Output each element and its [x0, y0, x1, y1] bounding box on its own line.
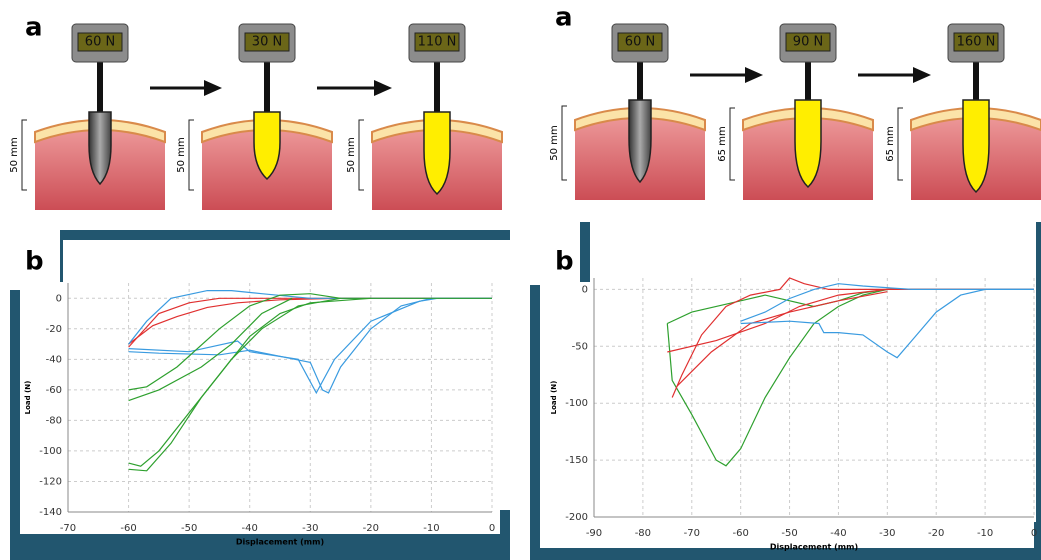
- gauge-display: [617, 32, 663, 52]
- data-line: [128, 297, 341, 472]
- data-line: [128, 293, 492, 391]
- y-tick-label: 0: [56, 293, 62, 304]
- panel-label: a: [555, 3, 573, 33]
- depth-bracket: [21, 119, 27, 191]
- x-tick-label: -20: [363, 523, 379, 534]
- gauge-display: [785, 32, 831, 52]
- fat-layer: [34, 119, 166, 144]
- depth-label: 50 mm: [176, 137, 187, 172]
- force-value: 60 N: [85, 35, 115, 50]
- force-value: 30 N: [252, 35, 282, 50]
- x-tick-label: -70: [60, 523, 76, 534]
- x-tick-label: -30: [302, 523, 318, 534]
- depth-label: 50 mm: [346, 137, 357, 172]
- y-tick-label: -20: [46, 324, 62, 335]
- arrow-head: [913, 67, 931, 83]
- y-tick-label: -200: [565, 512, 588, 523]
- gauge-display: [77, 32, 123, 52]
- y-tick-label: -100: [39, 446, 62, 457]
- depth-bracket: [188, 119, 194, 191]
- force-value: 110 N: [418, 35, 457, 50]
- y-tick-label: 0: [582, 284, 588, 295]
- x-tick-label: -20: [928, 528, 944, 539]
- x-tick-label: -70: [684, 528, 700, 539]
- x-tick-label: -10: [977, 528, 993, 539]
- y-tick-label: -80: [46, 415, 62, 426]
- arrow-head: [204, 80, 222, 96]
- y-tick-label: -100: [565, 398, 588, 409]
- probe-tip: [628, 99, 652, 184]
- x-axis-label: Displacement (mm): [236, 538, 324, 547]
- probe-tip: [962, 99, 990, 194]
- x-tick-label: -50: [781, 528, 797, 539]
- depth-bracket: [358, 119, 364, 191]
- y-tick-label: -150: [565, 455, 588, 466]
- gauge-display: [414, 32, 460, 52]
- x-tick-label: -60: [120, 523, 136, 534]
- panel-label: b: [555, 247, 574, 277]
- data-line: [671, 277, 1034, 398]
- force-value: 60 N: [625, 35, 655, 50]
- probe-tip: [88, 111, 112, 186]
- depth-bracket: [897, 107, 903, 181]
- data-line: [128, 297, 293, 402]
- fat-layer: [910, 107, 1041, 132]
- data-line: [667, 288, 1034, 353]
- y-tick-label: -60: [46, 385, 62, 396]
- y-tick-label: -120: [39, 476, 62, 487]
- data-line: [740, 283, 1034, 322]
- fat-layer: [742, 107, 874, 132]
- fat-layer: [574, 107, 706, 132]
- y-tick-label: -140: [39, 507, 62, 518]
- gauge-display: [244, 32, 290, 52]
- depth-label: 50 mm: [9, 137, 20, 172]
- gauge-display: [953, 32, 999, 52]
- x-tick-label: -40: [830, 528, 846, 539]
- y-axis-label: Load (N): [550, 381, 558, 415]
- probe-tip: [423, 111, 451, 196]
- depth-label: 65 mm: [885, 126, 896, 161]
- depth-bracket: [561, 105, 567, 181]
- fat-layer: [371, 119, 503, 144]
- data-line: [676, 291, 888, 387]
- x-axis-label: Displacement (mm): [770, 543, 858, 552]
- probe-tip: [794, 99, 822, 189]
- x-tick-label: -80: [635, 528, 651, 539]
- panel-label: a: [25, 13, 43, 43]
- x-tick-label: -30: [879, 528, 895, 539]
- y-axis-label: Load (N): [24, 381, 32, 415]
- plot-background: [540, 282, 1034, 548]
- arrow-head: [745, 67, 763, 83]
- x-tick-label: 0: [489, 523, 495, 534]
- panel-label: b: [25, 247, 44, 277]
- data-line: [740, 288, 1034, 359]
- force-value: 160 N: [957, 35, 996, 50]
- x-tick-label: -10: [423, 523, 439, 534]
- arrow-head: [374, 80, 392, 96]
- force-value: 90 N: [793, 35, 823, 50]
- plot-background: [20, 282, 500, 534]
- x-tick-label: -40: [242, 523, 258, 534]
- y-tick-label: -50: [572, 341, 588, 352]
- data-line: [666, 288, 888, 467]
- depth-bracket: [729, 107, 735, 181]
- depth-label: 65 mm: [717, 126, 728, 161]
- x-tick-label: -60: [732, 528, 748, 539]
- x-tick-label: -90: [586, 528, 602, 539]
- data-line: [128, 297, 438, 395]
- y-tick-label: -40: [46, 354, 62, 365]
- x-tick-label: -50: [181, 523, 197, 534]
- x-tick-label: 0: [1031, 528, 1037, 539]
- fat-layer: [201, 119, 333, 144]
- data-line: [128, 297, 492, 394]
- depth-label: 50 mm: [549, 125, 560, 160]
- probe-tip: [253, 111, 281, 181]
